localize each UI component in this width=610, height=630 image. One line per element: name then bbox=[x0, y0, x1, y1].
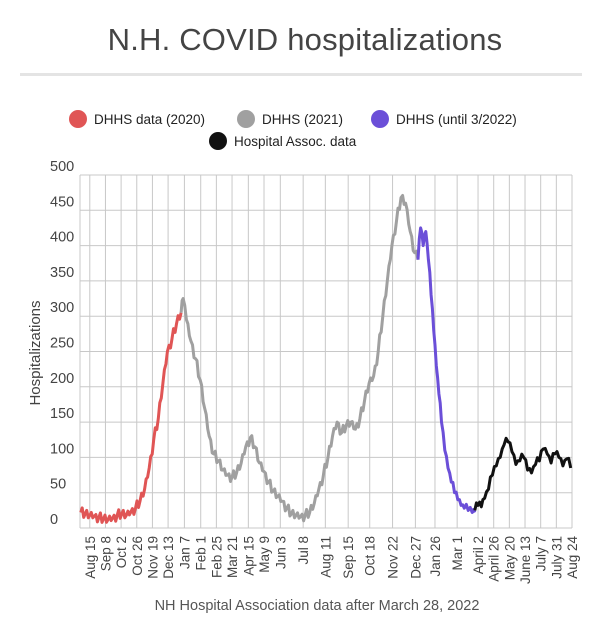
x-tick-label: Mar 1 bbox=[450, 536, 465, 571]
x-tick-label: Aug 15 bbox=[83, 536, 98, 579]
legend-label: Hospital Assoc. data bbox=[234, 134, 357, 149]
x-tick-label: Sep 8 bbox=[98, 536, 113, 571]
y-axis-label: Hospitalizations bbox=[27, 300, 44, 405]
series-line-3 bbox=[473, 436, 573, 511]
y-tick-label: 450 bbox=[50, 194, 74, 210]
x-tick-label: May 20 bbox=[502, 536, 517, 580]
x-tick-label: Mar 21 bbox=[225, 536, 240, 578]
x-tick-label: Jul 8 bbox=[296, 536, 311, 565]
chart-grid bbox=[79, 174, 573, 529]
page-title: N.H. COVID hospitalizations bbox=[107, 22, 503, 57]
y-tick-label: 0 bbox=[50, 512, 58, 528]
x-tick-label: Aug 11 bbox=[318, 536, 333, 578]
x-tick-label: Jan 26 bbox=[428, 536, 443, 577]
legend-label: DHHS data (2020) bbox=[94, 112, 205, 127]
x-tick-label: Nov 22 bbox=[386, 536, 401, 579]
x-tick-label: Jun 3 bbox=[273, 536, 288, 569]
x-axis-label: NH Hospital Association data after March… bbox=[155, 598, 480, 614]
x-tick-label: April 2 bbox=[471, 536, 486, 574]
legend-marker bbox=[69, 110, 87, 128]
x-tick-label: Apr 15 bbox=[241, 536, 256, 576]
x-tick-label: July 7 bbox=[534, 536, 549, 571]
y-tick-label: 50 bbox=[50, 477, 66, 493]
title-divider bbox=[20, 73, 582, 76]
x-tick-label: Oct 18 bbox=[363, 536, 378, 576]
x-tick-label: Dec 13 bbox=[161, 536, 176, 579]
y-tick-label: 250 bbox=[50, 336, 74, 352]
x-tick-label: Feb 1 bbox=[194, 536, 209, 571]
x-tick-label: June 13 bbox=[518, 536, 533, 584]
legend-label: DHHS (2021) bbox=[262, 112, 343, 127]
x-tick-label: Nov 19 bbox=[145, 536, 160, 579]
x-tick-label: Jan 7 bbox=[177, 536, 192, 569]
legend-label: DHHS (until 3/2022) bbox=[396, 112, 517, 127]
series-line-2 bbox=[416, 226, 477, 514]
legend-marker bbox=[237, 110, 255, 128]
y-tick-label: 150 bbox=[50, 406, 74, 422]
x-tick-label: Sep 15 bbox=[341, 536, 356, 579]
x-tick-label: Feb 25 bbox=[209, 536, 224, 578]
x-tick-label: Dec 27 bbox=[408, 536, 423, 579]
x-tick-label: July 31 bbox=[549, 536, 564, 579]
legend-marker bbox=[371, 110, 389, 128]
y-tick-label: 500 bbox=[50, 159, 74, 175]
chart-series bbox=[79, 194, 573, 524]
x-tick-label: Aug 24 bbox=[565, 536, 580, 579]
x-tick-label: May 9 bbox=[257, 536, 272, 573]
y-tick-label: 400 bbox=[50, 230, 74, 246]
y-tick-label: 100 bbox=[50, 441, 74, 457]
series-line-1 bbox=[179, 194, 420, 523]
x-tick-label: Oct 26 bbox=[130, 536, 145, 576]
y-tick-label: 200 bbox=[50, 371, 74, 387]
chart-legend: DHHS data (2020) DHHS (2021) DHHS (until 3… bbox=[69, 110, 517, 150]
x-tick-label: Oct 2 bbox=[114, 536, 129, 568]
y-tick-label: 350 bbox=[50, 265, 74, 281]
y-axis-ticks: 0 50 100 150 200 250 300 350 400 450 500 bbox=[50, 159, 74, 528]
legend-marker bbox=[209, 132, 227, 150]
x-tick-label: April 26 bbox=[487, 536, 502, 582]
y-tick-label: 300 bbox=[50, 300, 74, 316]
series-line-0 bbox=[79, 312, 183, 524]
